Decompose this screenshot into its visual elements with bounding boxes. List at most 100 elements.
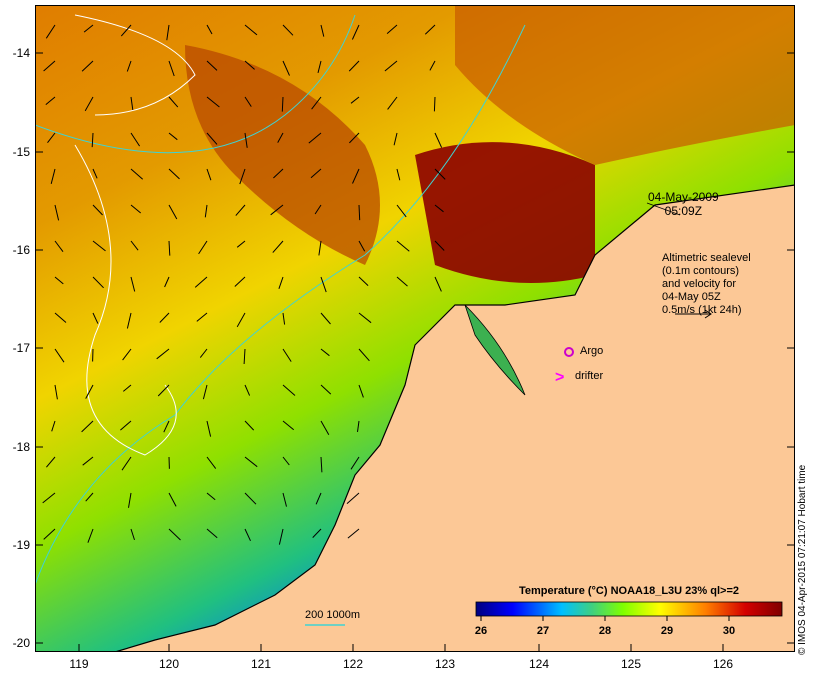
velocity-arrow (130, 204, 142, 214)
lon-label: 119 (69, 657, 89, 671)
drifter-label: drifter (575, 370, 604, 382)
velocity-arrow (236, 240, 246, 248)
argo-marker (564, 347, 574, 357)
velocity-arrow (54, 312, 67, 323)
colorbar-tick-label: 27 (536, 625, 550, 637)
velocity-arrow (235, 204, 246, 216)
velocity-arrow (206, 60, 218, 71)
velocity-arrow (315, 492, 322, 505)
velocity-arrow (43, 528, 56, 540)
velocity-arrow (277, 132, 284, 143)
velocity-arrow (282, 384, 296, 396)
lat-label: -15 (12, 145, 30, 159)
velocity-arrow (196, 312, 208, 322)
velocity-arrow (85, 384, 94, 399)
velocity-arrow (358, 204, 361, 221)
velocity-arrow (311, 96, 322, 110)
lat-label: -16 (12, 243, 30, 257)
velocity-arrow (434, 276, 442, 292)
drifter-marker: > (555, 369, 564, 386)
velocity-arrow (320, 312, 331, 325)
velocity-arrow (308, 132, 322, 144)
lon-label: 123 (434, 657, 456, 671)
altimetry-line: 04-May 05Z (662, 291, 721, 303)
velocity-arrow (273, 168, 284, 179)
velocity-arrow (206, 528, 218, 539)
velocity-arrow (347, 528, 360, 539)
colorbar-title: Temperature (°C) NOAA18_L3U 23% ql>=2 (519, 585, 739, 597)
velocity-arrow (168, 96, 179, 108)
velocity-arrow (434, 240, 445, 251)
altimetry-note: Altimetric sealevel (0.1m contours) and … (662, 252, 772, 317)
velocity-arrow (85, 492, 94, 502)
velocity-arrow (92, 276, 104, 289)
velocity-arrow (236, 312, 246, 328)
velocity-arrow (434, 168, 446, 180)
velocity-arrow (358, 384, 364, 398)
warm-patch-east (455, 5, 795, 165)
inlet (464, 304, 526, 396)
velocity-arrow (282, 60, 290, 76)
timestamp-date: 04-May-2009 (648, 190, 719, 204)
velocity-arrow (87, 528, 94, 543)
velocity-arrow (157, 384, 170, 397)
velocity-arrow (317, 60, 322, 74)
velocity-arrow (46, 456, 56, 468)
velocity-arrow (130, 96, 134, 110)
lon-label: 125 (620, 657, 642, 671)
velocity-arrow (120, 24, 132, 37)
frame-ticks (35, 52, 795, 652)
velocity-arrow (130, 528, 135, 541)
altimetry-line: 0.5m/s (1kt 24h) (662, 304, 742, 316)
velocity-arrow (121, 456, 132, 471)
isobath-1000m (35, 24, 526, 586)
velocity-arrow (350, 456, 360, 470)
velocity-arrow (168, 240, 171, 256)
velocity-arrow (164, 276, 170, 288)
velocity-arrow (130, 132, 141, 147)
velocity-arrow (128, 492, 132, 508)
velocity-arrow (199, 348, 208, 358)
lat-label: -18 (12, 440, 30, 454)
velocity-arrow (206, 24, 213, 35)
velocity-arrow (54, 204, 60, 221)
velocity-arrow (244, 60, 255, 70)
credit-text: © IMOS 04-Apr-2015 07:21:07 Hobart time (797, 464, 808, 655)
velocity-arrow (386, 24, 398, 34)
velocity-arrow (282, 24, 294, 36)
velocity-arrow (244, 456, 258, 468)
velocity-arrow (282, 312, 286, 325)
velocity-arrow (168, 168, 180, 180)
velocity-arrow (244, 96, 252, 107)
velocity-arrow (163, 420, 170, 433)
velocity-arrow (282, 348, 292, 362)
velocity-arrow (43, 60, 56, 72)
velocity-arrow (396, 240, 410, 252)
velocity-arrow (82, 456, 94, 466)
velocity-arrow (358, 240, 366, 252)
velocity-arrow (424, 24, 436, 35)
lon-label: 121 (250, 657, 272, 671)
sealevel-contour (74, 14, 196, 116)
velocity-arrow (320, 384, 332, 395)
velocity-arrow (168, 204, 178, 220)
map-border (35, 5, 795, 652)
velocity-arrow (312, 528, 322, 538)
velocity-arrow (348, 60, 360, 72)
velocity-arrow (272, 240, 284, 253)
velocity-arrow (270, 204, 284, 216)
velocity-arrow (130, 276, 136, 292)
isobath-scale-label: 200 1000m (305, 609, 361, 621)
legend-velocity-arrow (675, 309, 712, 319)
velocity-arrow (358, 312, 372, 324)
velocity-arrow (206, 96, 220, 108)
velocity-arrow (244, 384, 251, 396)
velocity-arrow (54, 348, 65, 363)
velocity-arrow (282, 492, 287, 507)
velocity-arrow (92, 168, 98, 179)
velocity-arrow (434, 132, 443, 148)
velocity-arrow (396, 276, 408, 287)
velocity-arrow (54, 384, 58, 400)
hot-patch (415, 142, 595, 283)
velocity-arrow (282, 456, 290, 466)
